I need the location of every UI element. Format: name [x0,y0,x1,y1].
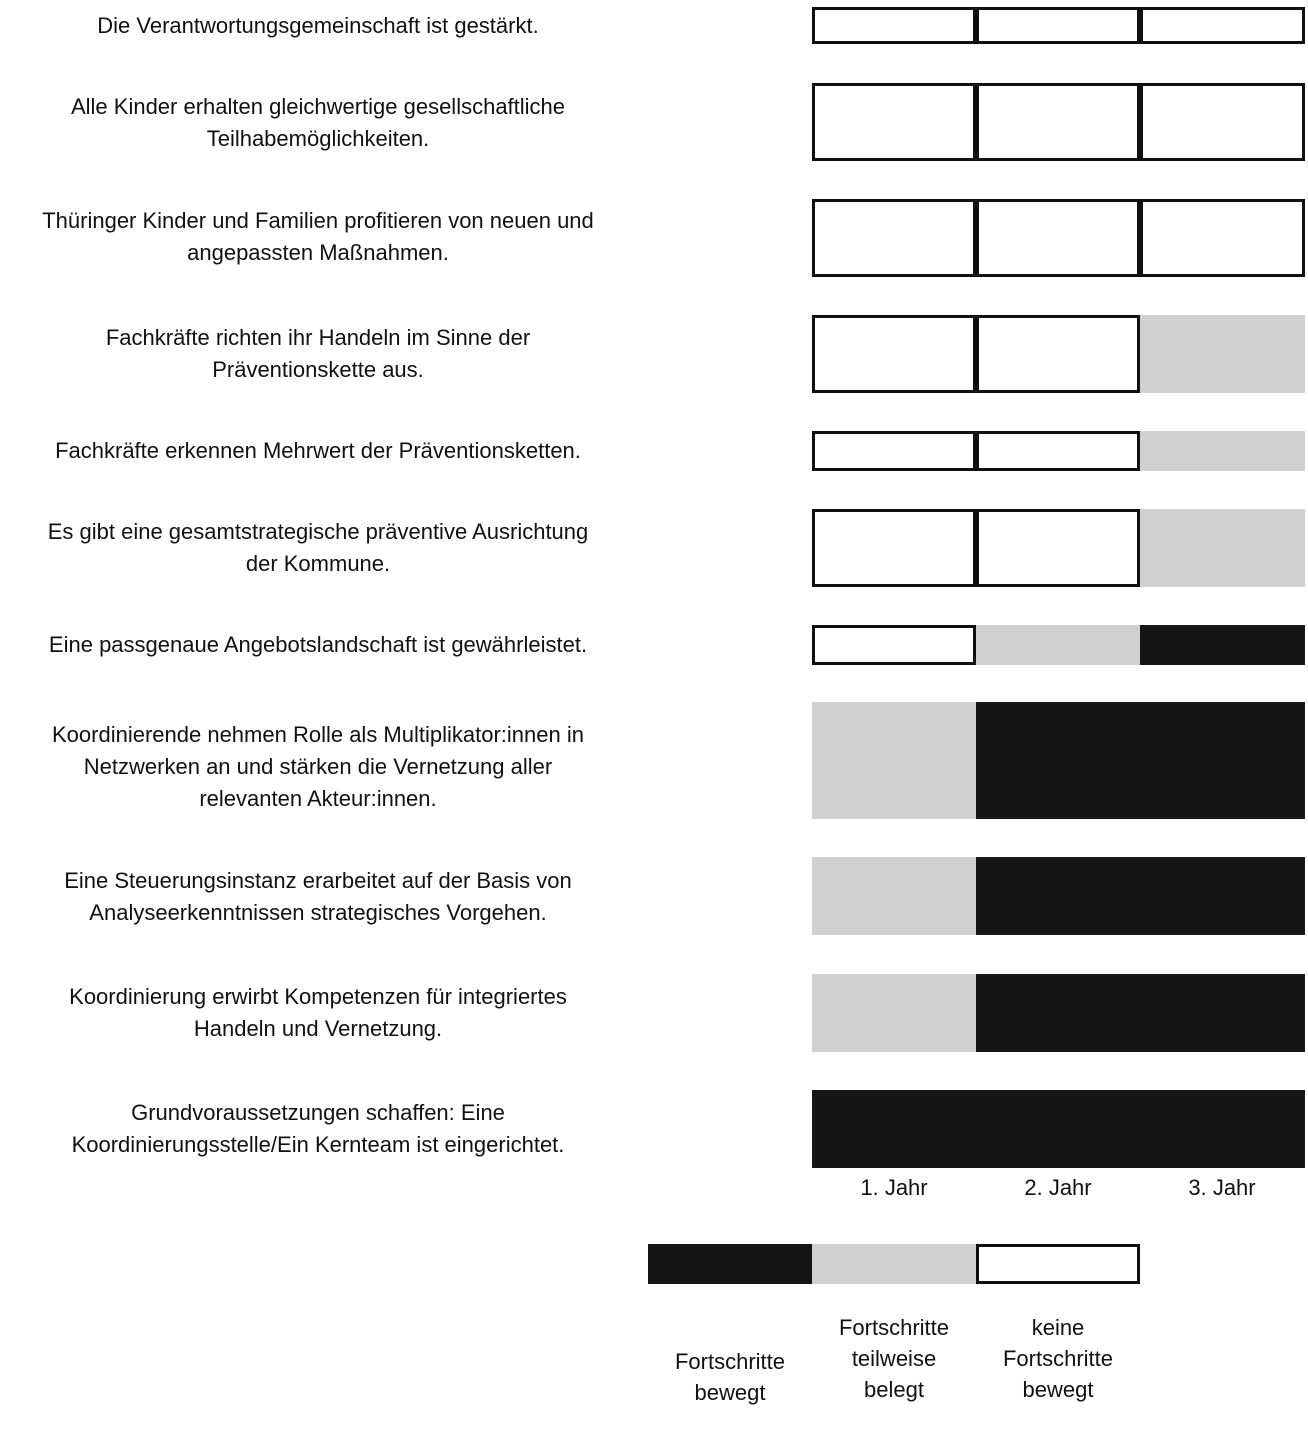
row-label: Fachkräfte erkennen Mehrwert der Prävent… [55,438,581,463]
status-cell-partial [976,625,1140,665]
row-label: Koordinierung erwirbt Kompetenzen für in… [69,984,567,1041]
status-cell-none [976,83,1140,161]
status-cell-none [1140,83,1305,161]
row-label: Es gibt eine gesamtstrategische präventi… [47,519,589,576]
status-cell-none [812,431,976,471]
legend-label: keine Fortschritte bewegt [1002,1315,1114,1402]
legend-label: Fortschritte teilweise belegt [838,1315,950,1402]
status-cell-none [976,431,1140,471]
row-label: Koordinierende nehmen Rolle als Multipli… [52,722,584,811]
status-cell-none [976,7,1140,44]
status-cell-full [812,1090,976,1168]
status-cell-full [1140,857,1305,935]
status-cell-partial [812,857,976,935]
row-label: Grundvoraussetzungen schaffen: Eine Koord… [71,1100,565,1157]
year-label: 2. Jahr [1024,1175,1092,1200]
status-cell-full [1140,1090,1305,1168]
status-cell-partial [1140,509,1305,587]
status-cell-none [812,625,976,665]
legend-swatch-partial [812,1244,976,1284]
status-cell-full [976,857,1140,935]
row-label: Eine Steuerungsinstanz erarbeitet auf de… [64,868,572,925]
status-cell-none [1140,199,1305,277]
status-cell-none [976,509,1140,587]
status-cell-none [812,509,976,587]
status-cell-partial [812,702,976,819]
row-label: Eine passgenaue Angebotslandschaft ist g… [48,632,588,657]
legend-label: Fortschritte bewegt [674,1349,786,1405]
status-cell-none [1140,7,1305,44]
status-cell-none [812,315,976,393]
status-cell-full [976,1090,1140,1168]
status-cell-none [976,199,1140,277]
status-cell-full [1140,702,1305,819]
row-label: Die Verantwortungsgemeinschaft ist gestä… [97,13,539,38]
year-label: 3. Jahr [1188,1175,1256,1200]
status-cell-partial [1140,315,1305,393]
status-cell-none [812,7,976,44]
status-cell-full [976,702,1140,819]
legend-swatch-full [648,1244,812,1284]
row-label: Alle Kinder erhalten gleichwertige gesel… [70,94,566,151]
status-cell-none [976,315,1140,393]
status-cell-full [1140,974,1305,1052]
row-label: Fachkräfte richten ihr Handeln im Sinne … [105,325,531,382]
status-cell-partial [1140,431,1305,471]
status-cell-full [1140,625,1305,665]
year-label: 1. Jahr [860,1175,928,1200]
status-cell-none [812,83,976,161]
status-cell-full [976,974,1140,1052]
legend-swatch-none [976,1244,1140,1284]
status-cell-none [812,199,976,277]
row-label: Thüringer Kinder und Familien profitiere… [42,208,594,265]
status-cell-partial [812,974,976,1052]
